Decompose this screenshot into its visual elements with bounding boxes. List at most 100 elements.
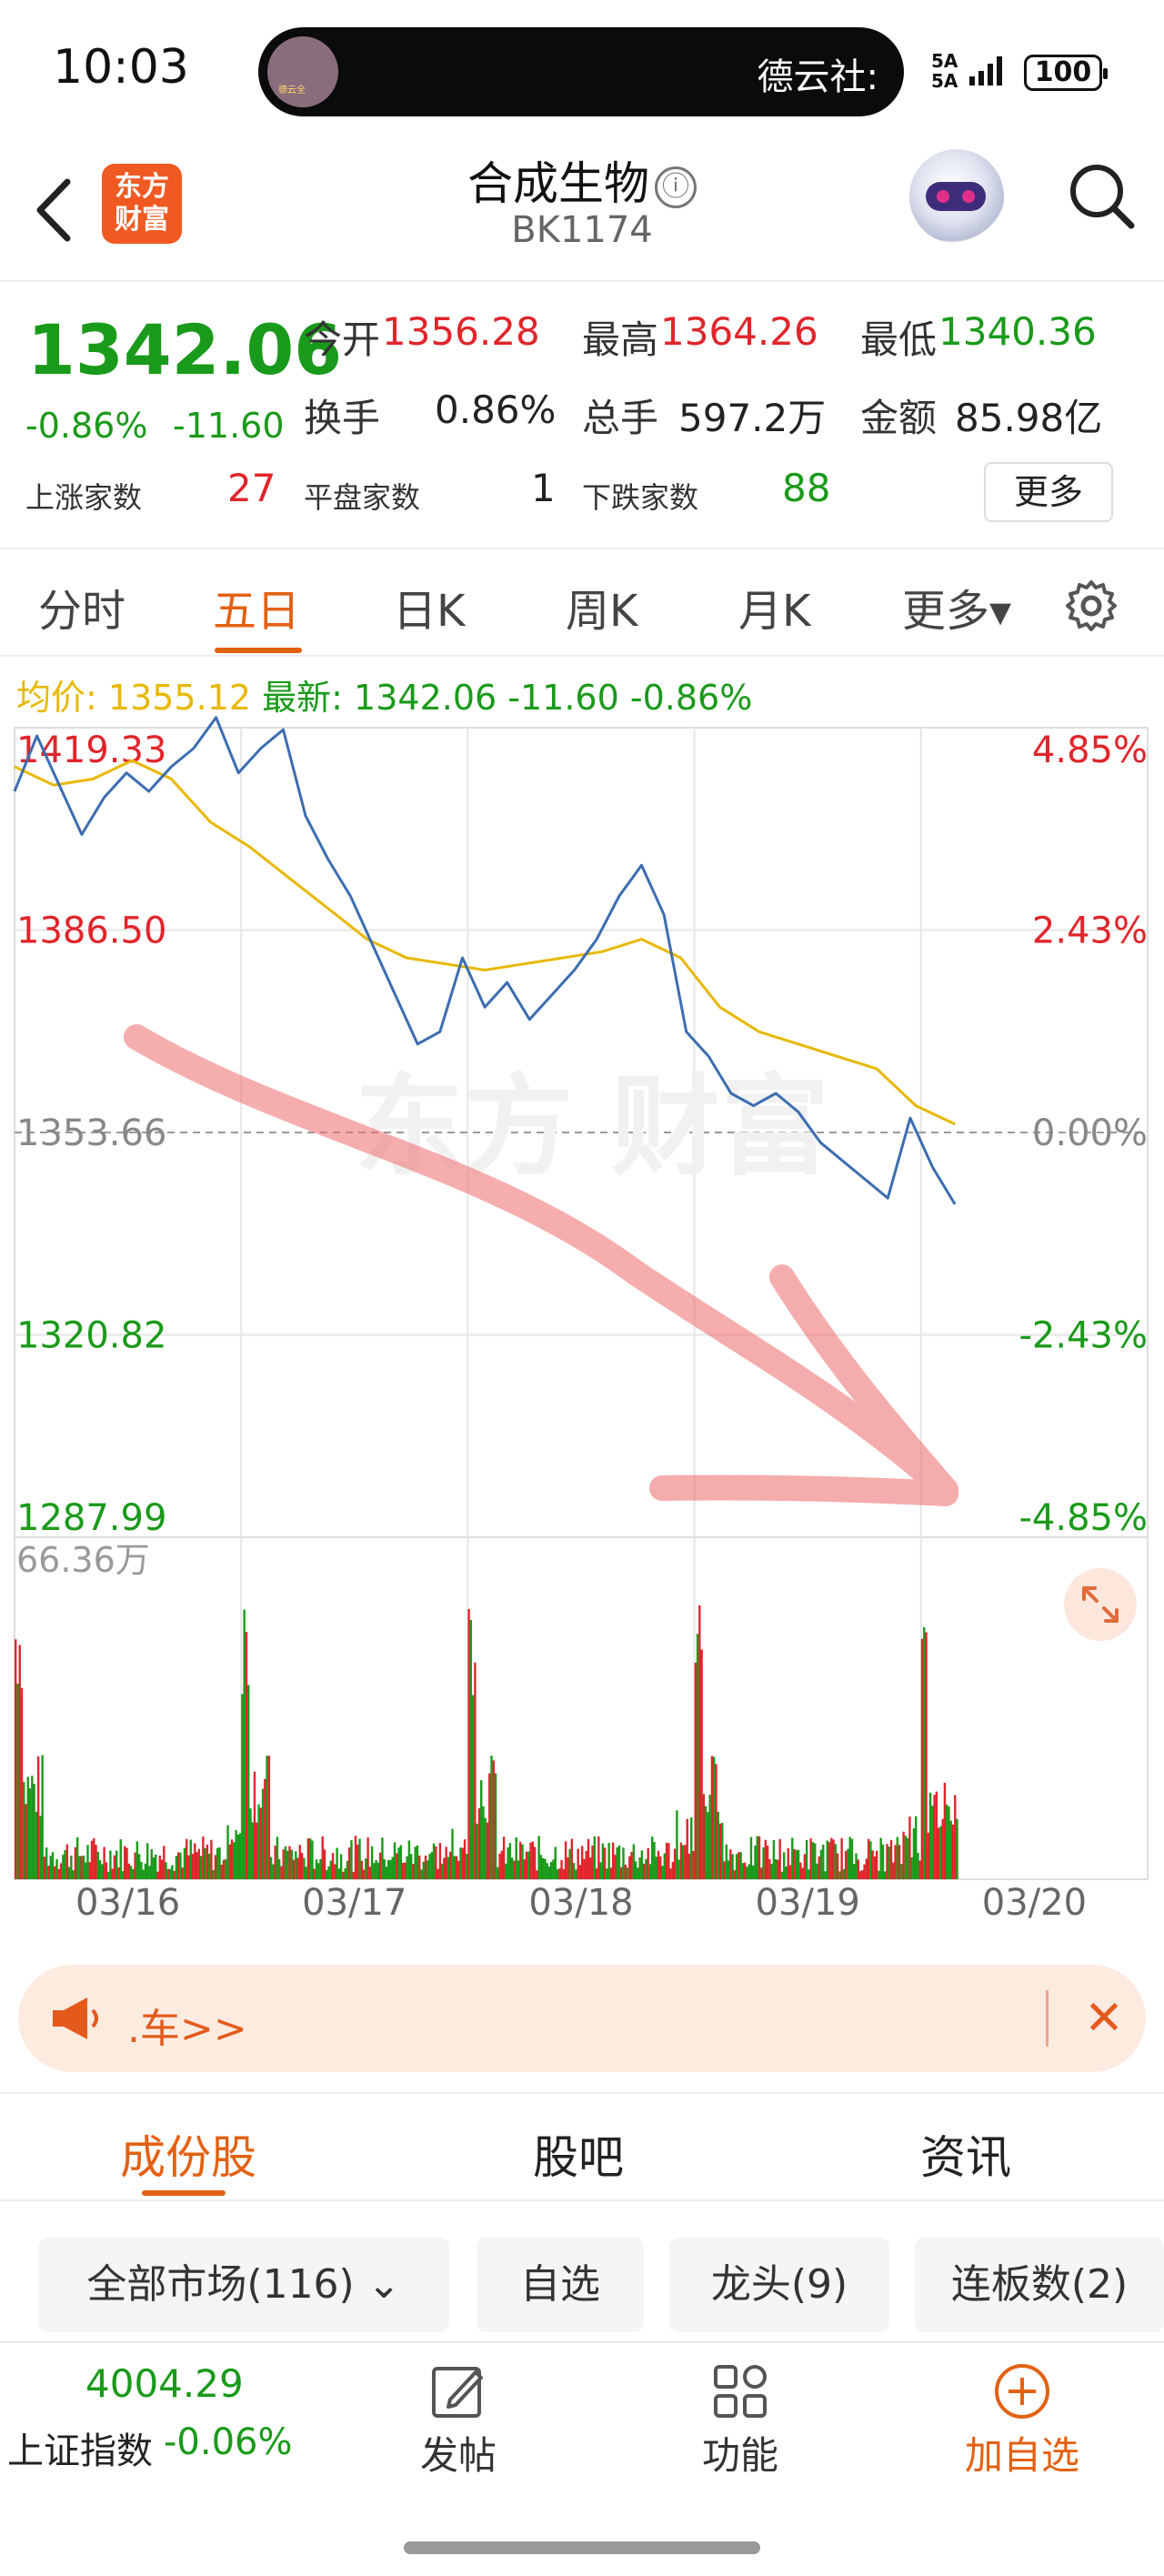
tab-news[interactable]: 资讯 <box>920 2131 1011 2184</box>
tab-forum[interactable]: 股吧 <box>533 2131 624 2184</box>
filter-all-market[interactable]: 全部市场(116) ⌄ <box>38 2238 449 2332</box>
chart-frame <box>14 727 1149 1880</box>
y-axis-ticks: 1419.33 4.85%1386.50 2.43%1353.66 0.00%1320… <box>16 730 1148 1539</box>
five-day-chart[interactable]: 1419.33 4.85%1386.50 2.43%1353.66 0.00%1320… <box>0 709 1164 1919</box>
tab-weekly-k[interactable]: 周K <box>566 586 638 637</box>
volume-bar <box>15 1639 17 1879</box>
post-button[interactable]: 发帖 <box>386 2361 531 2480</box>
apps-icon <box>714 2365 767 2418</box>
volume-bar <box>617 1845 621 1879</box>
volume-bar <box>832 1839 835 1879</box>
volume-bar <box>383 1858 386 1879</box>
index-name[interactable]: 上证指数 <box>7 2430 153 2472</box>
filter-watchlist[interactable]: 自选 <box>477 2238 644 2332</box>
volume-bar <box>96 1851 100 1879</box>
filter-limit-up-streak[interactable]: 连板数(2) <box>915 2238 1164 2332</box>
volume-bar <box>438 1843 442 1879</box>
dynamic-island[interactable]: 德云全 德云社: <box>258 27 904 116</box>
volume-bar <box>521 1844 524 1879</box>
volume-bar <box>500 1850 504 1879</box>
announcement-banner[interactable]: .车>> ✕ <box>18 1965 1146 2072</box>
volume-bar <box>241 1694 244 1879</box>
volume-bar <box>694 1663 697 1879</box>
volume-bar <box>931 1806 934 1879</box>
volume-bar <box>626 1867 629 1879</box>
volume-bar <box>729 1849 732 1879</box>
add-watchlist-label: 加自选 <box>964 2433 1079 2478</box>
volume-bar <box>735 1854 738 1879</box>
volume-bar <box>599 1862 602 1879</box>
tab-constituents[interactable]: 成份股 <box>120 2131 256 2184</box>
index-value[interactable]: 4004.29 <box>85 2361 244 2406</box>
volume-bar <box>848 1836 851 1879</box>
volume-bar <box>655 1857 657 1879</box>
back-arrow-icon[interactable] <box>27 169 82 251</box>
hand-drawn-arrow <box>124 1024 958 1506</box>
volume-bar <box>171 1865 174 1879</box>
volume-bar <box>568 1848 571 1879</box>
volume-bar <box>902 1831 905 1879</box>
volume-bar <box>82 1855 85 1879</box>
volume-bar <box>295 1851 297 1879</box>
volume-bar <box>665 1842 668 1879</box>
add-watchlist-button[interactable]: 加自选 <box>949 2361 1095 2480</box>
tab-intraday[interactable]: 分时 <box>38 586 126 637</box>
volume-bar <box>236 1834 240 1879</box>
volume-bar <box>226 1825 229 1879</box>
volume-bar <box>708 1795 711 1879</box>
volume-bar <box>488 1773 491 1879</box>
volume-bar <box>634 1861 637 1879</box>
media-title: 德云社: <box>757 56 878 98</box>
tab-five-day[interactable]: 五日 <box>213 586 301 637</box>
volume-bar <box>98 1860 102 1879</box>
volume-bar <box>220 1864 223 1879</box>
volume-bar <box>422 1861 425 1879</box>
volume-bar <box>562 1868 566 1879</box>
home-indicator[interactable] <box>404 2541 760 2554</box>
low-label: 最低 <box>860 317 938 362</box>
volume-bar <box>556 1869 559 1879</box>
filter-leaders[interactable]: 龙头(9) <box>669 2238 889 2332</box>
tab-more[interactable]: 更多▾ <box>902 586 1012 637</box>
volume-bar <box>554 1846 557 1879</box>
volume-bar <box>26 1776 29 1879</box>
volume-bar <box>809 1838 812 1879</box>
gear-icon[interactable] <box>1062 577 1120 635</box>
tab-daily-k[interactable]: 日K <box>393 586 466 637</box>
volume-bar <box>187 1855 190 1879</box>
close-icon[interactable]: ✕ <box>1084 1991 1124 2046</box>
volume-bar <box>908 1816 911 1879</box>
volume-bar <box>826 1840 828 1879</box>
expand-icon[interactable] <box>1064 1568 1137 1641</box>
volume-bar <box>222 1859 226 1879</box>
volume-bar <box>47 1866 50 1879</box>
function-button[interactable]: 功能 <box>667 2361 813 2480</box>
volume-bar <box>808 1869 810 1879</box>
volume-bar <box>667 1843 670 1879</box>
volume-bar <box>632 1844 636 1879</box>
volume-bar <box>80 1856 83 1879</box>
volume-bar <box>214 1855 217 1879</box>
volume-bar <box>560 1859 563 1879</box>
volume-bar <box>373 1863 376 1879</box>
info-icon[interactable]: ⓘ <box>655 166 697 208</box>
volume-bar <box>502 1836 506 1879</box>
tab-monthly-k[interactable]: 月K <box>738 586 811 637</box>
volume-bar <box>365 1858 367 1879</box>
more-button[interactable]: 更多 <box>984 462 1113 522</box>
index-change[interactable]: -0.06% <box>164 2421 293 2463</box>
volume-bar <box>378 1852 382 1879</box>
volume-bar <box>805 1839 808 1879</box>
volume-bar <box>49 1856 52 1879</box>
volume-bar <box>863 1864 866 1879</box>
volume-bar <box>498 1853 501 1879</box>
volume-bar <box>370 1846 374 1879</box>
assistant-robot-icon[interactable] <box>909 149 1004 244</box>
volume-bar <box>928 1792 932 1879</box>
volume-bar <box>375 1859 377 1879</box>
date-label: 03/19 <box>756 1882 860 1919</box>
search-icon[interactable] <box>1064 155 1137 236</box>
volume-bar <box>196 1852 198 1879</box>
volume-bar <box>850 1838 854 1879</box>
volume-bar <box>659 1856 662 1879</box>
